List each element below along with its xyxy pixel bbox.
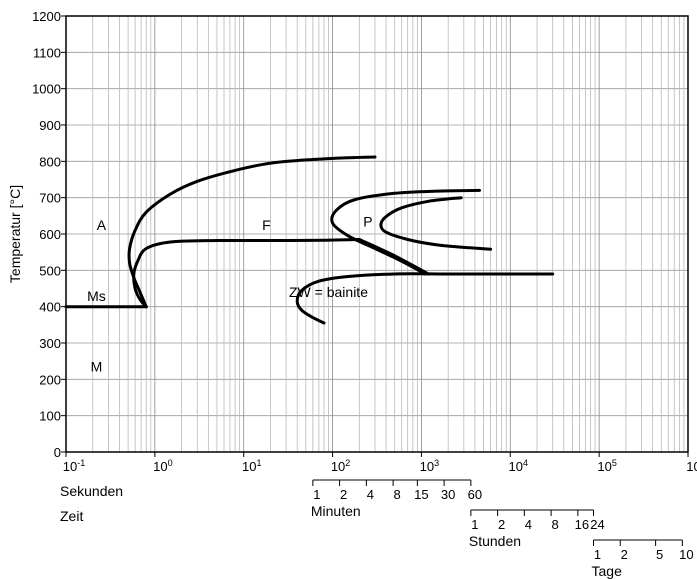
x-tick-label: 101: [242, 458, 261, 474]
y-tick-label: 200: [39, 372, 61, 387]
time-label: Zeit: [60, 508, 83, 524]
days-tick-label: 10: [679, 547, 693, 562]
hours-tick-label: 8: [551, 517, 558, 532]
x-tick-label: 104: [509, 458, 528, 474]
minutes-tick-label: 30: [441, 487, 455, 502]
x-tick-label: 105: [597, 458, 616, 474]
region-label: Ms: [87, 288, 106, 304]
transformation-curve: [295, 272, 555, 325]
days-label: Tage: [592, 563, 623, 579]
minutes-tick-label: 1: [313, 487, 320, 502]
transformation-curve: [127, 155, 377, 309]
y-tick-label: 500: [39, 263, 61, 278]
minutes-tick-label: 2: [340, 487, 347, 502]
y-tick-label: 1000: [32, 82, 61, 97]
x-tick-label: 102: [331, 458, 350, 474]
x-tick-label: 106: [686, 458, 697, 474]
region-label: A: [97, 217, 107, 233]
hours-label: Stunden: [469, 533, 521, 549]
y-tick-label: 700: [39, 191, 61, 206]
region-label: P: [363, 213, 372, 229]
region-label: F: [262, 217, 271, 233]
transformation-curve: [330, 188, 481, 276]
transformation-curve: [132, 238, 361, 309]
hours-tick-label: 1: [471, 517, 478, 532]
minutes-tick-label: 15: [414, 487, 428, 502]
days-tick-label: 2: [621, 547, 628, 562]
minutes-tick-label: 4: [367, 487, 374, 502]
y-tick-label: 600: [39, 227, 61, 242]
x-axis: 10-1 100 101 102 103 104 105 106: [63, 452, 697, 474]
y-tick-label: 0: [54, 445, 61, 460]
minutes-label: Minuten: [311, 503, 361, 519]
curves: [64, 155, 555, 325]
transformation-curve: [357, 238, 430, 276]
days-tick-label: 5: [656, 547, 663, 562]
x-tick-label: 10-1: [63, 458, 85, 474]
y-tick-label: 1100: [33, 45, 61, 60]
y-tick-label: 400: [39, 300, 61, 315]
hours-tick-label: 16: [575, 517, 589, 532]
minutes-tick-label: 60: [468, 487, 482, 502]
y-tick-label: 100: [39, 409, 61, 424]
y-tick-label: 300: [39, 336, 61, 351]
hours-tick-label: 4: [525, 517, 532, 532]
y-tick-label: 800: [39, 154, 61, 169]
x-tick-label: 103: [420, 458, 439, 474]
y-tick-label: 900: [39, 118, 61, 133]
seconds-label: Sekunden: [60, 483, 123, 499]
region-label: M: [91, 359, 103, 375]
y-tick-label: 1200: [32, 9, 61, 24]
transformation-curve: [379, 196, 493, 251]
hours-tick-label: 2: [498, 517, 505, 532]
x-tick-label: 100: [153, 458, 172, 474]
hours-tick-label: 24: [590, 517, 604, 532]
days-tick-label: 1: [594, 547, 601, 562]
y-axis-label: Temperatur [°C]: [7, 185, 23, 283]
y-axis: 0 100 200 300 400 500 600 700 800 900 1000 1100 1200: [32, 9, 66, 460]
grid: [65, 15, 688, 453]
region-labels: A F P ZW = bainite Ms M: [87, 213, 373, 374]
minutes-tick-label: 8: [393, 487, 400, 502]
region-label: ZW = bainite: [289, 284, 368, 300]
